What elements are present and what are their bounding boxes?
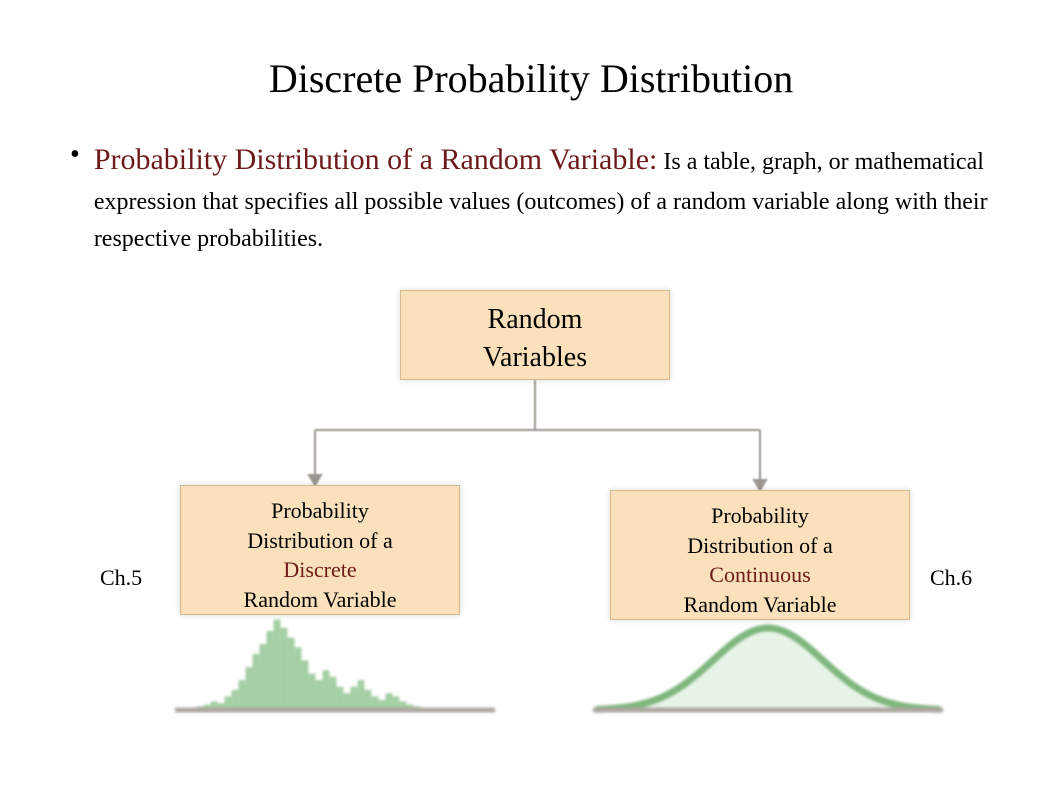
node-right-accent: Continuous [633, 560, 887, 590]
bullet-item: • Probability Distribution of a Random V… [70, 137, 992, 258]
page-title: Discrete Probability Distribution [0, 0, 1062, 102]
label-ch6: Ch.6 [930, 565, 972, 591]
bullet-marker: • [70, 141, 80, 169]
node-continuous: Probability Distribution of a Continuous… [610, 490, 910, 620]
bullet-body: Probability Distribution of a Random Var… [94, 137, 992, 258]
discrete-histogram [170, 610, 500, 720]
diagram: Random Variables Probability Distributio… [100, 290, 980, 730]
node-left-accent: Discrete [203, 555, 437, 585]
label-ch5: Ch.5 [100, 565, 142, 591]
node-root-line2: Variables [483, 342, 587, 373]
continuous-curve [588, 610, 948, 720]
node-random-variables: Random Variables [400, 290, 670, 380]
bullet-label: Probability Distribution of a Random Var… [94, 143, 658, 176]
node-right-line2: Distribution of a [687, 533, 832, 558]
node-right-line1: Probability [711, 503, 809, 528]
node-left-line1: Probability [271, 498, 369, 523]
node-left-line4: Random Variable [244, 587, 397, 612]
node-root-line1: Random [488, 304, 583, 335]
node-left-line2: Distribution of a [247, 528, 392, 553]
node-discrete: Probability Distribution of a Discrete R… [180, 485, 460, 615]
